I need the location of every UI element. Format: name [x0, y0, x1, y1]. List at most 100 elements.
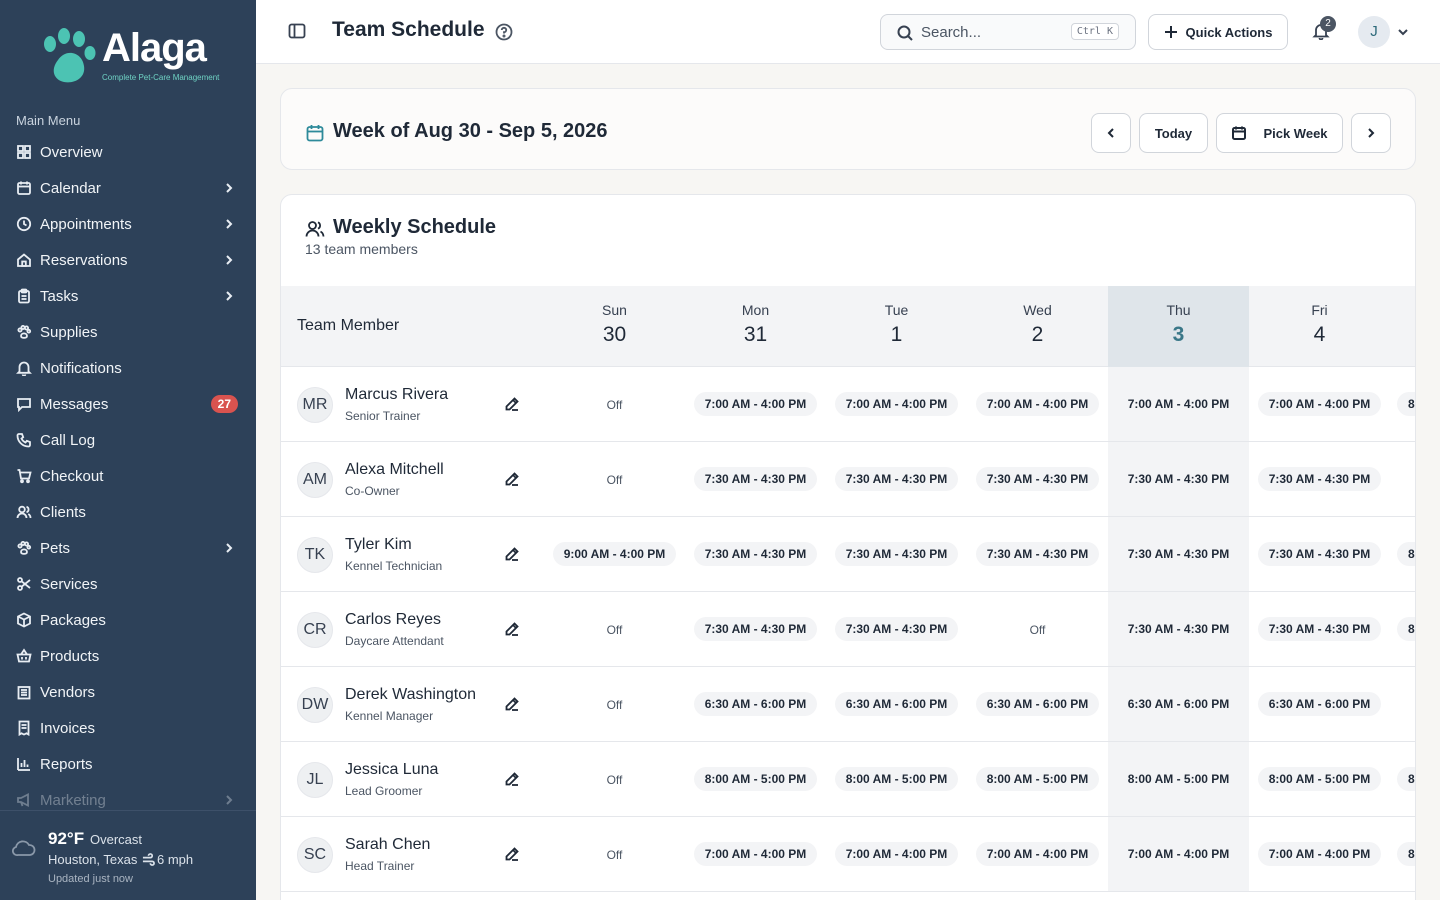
search-input[interactable]: Search... Ctrl K — [880, 14, 1136, 50]
shift-cell[interactable]: 7:00 AM - 4:00 PM — [1108, 392, 1249, 416]
shift-cell[interactable]: Off — [544, 692, 685, 718]
shift-time-pill: 8:00 AM - 5:00 PM — [834, 767, 959, 791]
sidebar-item-marketing[interactable]: Marketing — [0, 782, 256, 818]
member-avatar: MR — [297, 387, 333, 423]
shift-cell[interactable]: 6:30 AM - 6:00 PM — [685, 692, 826, 716]
sidebar-item-appointments[interactable]: Appointments — [0, 206, 256, 242]
sidebar-item-calendar[interactable]: Calendar — [0, 170, 256, 206]
sidebar-item-tasks[interactable]: Tasks — [0, 278, 256, 314]
shift-cell[interactable]: 8:00 AM - 5:00 PM — [967, 767, 1108, 791]
shift-cell[interactable]: 7:30 AM - 4:30 PM — [1249, 617, 1390, 641]
shift-cell[interactable]: 6:30 AM - 6:00 PM — [826, 692, 967, 716]
previous-week-button[interactable] — [1091, 113, 1131, 153]
shift-cell[interactable]: 7:00 AM - 4:00 PM — [1249, 842, 1390, 866]
package-icon — [16, 612, 32, 628]
shift-cell[interactable]: 7:00 AM - 4:00 PM — [967, 392, 1108, 416]
shift-cell[interactable]: 7:30 AM - 4:30 PM — [1108, 617, 1249, 641]
sidebar-item-checkout[interactable]: Checkout — [0, 458, 256, 494]
shift-cell[interactable]: 8:00 AM - 5:00 PM — [826, 767, 967, 791]
users-icon — [16, 504, 32, 520]
help-icon[interactable] — [495, 23, 513, 41]
shift-cell[interactable]: 7:30 AM - 4:30 PM — [826, 467, 967, 491]
sidebar-item-call-log[interactable]: Call Log — [0, 422, 256, 458]
sidebar-item-reservations[interactable]: Reservations — [0, 242, 256, 278]
calendar-icon — [16, 180, 32, 196]
shift-cell[interactable]: 7:00 AM - 4:00 PM — [685, 842, 826, 866]
shift-off-label: Off — [606, 398, 623, 412]
sidebar-item-packages[interactable]: Packages — [0, 602, 256, 638]
sidebar-item-services[interactable]: Services — [0, 566, 256, 602]
edit-pencil-icon[interactable] — [504, 471, 520, 487]
shift-cell-partial[interactable]: 8 — [1397, 617, 1415, 641]
sidebar-item-notifications[interactable]: Notifications — [0, 350, 256, 386]
edit-pencil-icon[interactable] — [504, 546, 520, 562]
shift-time-pill: 6:30 AM - 6:00 PM — [1257, 692, 1382, 716]
shift-cell[interactable]: 7:00 AM - 4:00 PM — [967, 842, 1108, 866]
sidebar-item-overview[interactable]: Overview — [0, 134, 256, 170]
shift-cell[interactable]: 6:30 AM - 6:00 PM — [967, 692, 1108, 716]
sidebar-item-reports[interactable]: Reports — [0, 746, 256, 782]
shift-cell[interactable]: 7:30 AM - 4:30 PM — [1108, 467, 1249, 491]
shift-cell[interactable]: 7:30 AM - 4:30 PM — [685, 542, 826, 566]
shift-cell-partial[interactable]: 8 — [1397, 767, 1415, 791]
shift-cell-partial[interactable]: 8 — [1397, 542, 1415, 566]
shift-cell[interactable]: 7:30 AM - 4:30 PM — [685, 467, 826, 491]
shift-cell-partial[interactable]: 8 — [1397, 842, 1415, 866]
cart-icon — [16, 468, 32, 484]
day-header-thu: Thu 3 — [1108, 286, 1249, 367]
shift-cell[interactable]: 7:30 AM - 4:30 PM — [685, 617, 826, 641]
sidebar-item-vendors[interactable]: Vendors — [0, 674, 256, 710]
brand-logo[interactable]: Alaga Complete Pet-Care Management — [36, 24, 226, 88]
shift-cell[interactable]: 7:00 AM - 4:00 PM — [1108, 842, 1249, 866]
shift-cell[interactable]: Off — [544, 467, 685, 493]
shift-cell[interactable]: 8:00 AM - 5:00 PM — [1108, 767, 1249, 791]
sidebar-item-clients[interactable]: Clients — [0, 494, 256, 530]
shift-cell[interactable]: 7:30 AM - 4:30 PM — [1108, 542, 1249, 566]
shift-cell[interactable]: 7:30 AM - 4:30 PM — [826, 617, 967, 641]
today-button[interactable]: Today — [1139, 113, 1208, 153]
edit-pencil-icon[interactable] — [504, 621, 520, 637]
shift-cell[interactable]: Off — [967, 617, 1108, 643]
shift-cell[interactable]: Off — [544, 767, 685, 793]
shift-cell[interactable]: 7:30 AM - 4:30 PM — [967, 467, 1108, 491]
shift-cell[interactable]: 8:00 AM - 5:00 PM — [1249, 767, 1390, 791]
sidebar-item-products[interactable]: Products — [0, 638, 256, 674]
chevron-down-icon[interactable] — [1396, 25, 1410, 39]
edit-pencil-icon[interactable] — [504, 396, 520, 412]
shift-cell[interactable]: 7:00 AM - 4:00 PM — [685, 392, 826, 416]
user-avatar[interactable]: J — [1358, 16, 1390, 48]
next-week-button[interactable] — [1351, 113, 1391, 153]
shift-cell[interactable]: 7:00 AM - 4:00 PM — [1249, 392, 1390, 416]
sidebar-toggle-icon[interactable] — [288, 22, 308, 42]
edit-pencil-icon[interactable] — [504, 846, 520, 862]
sidebar-item-invoices[interactable]: Invoices — [0, 710, 256, 746]
shift-cell-partial[interactable]: 8 — [1397, 392, 1415, 416]
sidebar-item-supplies[interactable]: Supplies — [0, 314, 256, 350]
shift-cell[interactable]: Off — [544, 617, 685, 643]
shift-cell[interactable]: Off — [544, 392, 685, 418]
quick-actions-label: Quick Actions — [1185, 24, 1273, 40]
shift-time-pill: 8 — [1397, 842, 1415, 866]
sidebar-item-pets[interactable]: Pets — [0, 530, 256, 566]
edit-pencil-icon[interactable] — [504, 696, 520, 712]
top-bar: Team Schedule Search... Ctrl K Quick Act… — [256, 0, 1440, 64]
shift-cell[interactable]: 7:00 AM - 4:00 PM — [826, 842, 967, 866]
sidebar-item-messages[interactable]: Messages 27 — [0, 386, 256, 422]
shift-time-pill: 6:30 AM - 6:00 PM — [975, 692, 1100, 716]
shift-cell[interactable]: Off — [544, 842, 685, 868]
shift-cell[interactable]: 6:30 AM - 6:00 PM — [1108, 692, 1249, 716]
shift-cell[interactable]: 7:00 AM - 4:00 PM — [826, 392, 967, 416]
edit-pencil-icon[interactable] — [504, 771, 520, 787]
pick-week-button[interactable]: Pick Week — [1216, 113, 1343, 153]
shift-cell[interactable]: 6:30 AM - 6:00 PM — [1249, 692, 1390, 716]
member-name: Jessica Luna — [345, 761, 439, 778]
shift-cell[interactable]: 7:30 AM - 4:30 PM — [967, 542, 1108, 566]
shift-cell[interactable]: 7:30 AM - 4:30 PM — [1249, 467, 1390, 491]
shift-cell[interactable]: 9:00 AM - 4:00 PM — [544, 542, 685, 566]
quick-actions-button[interactable]: Quick Actions — [1148, 14, 1288, 50]
building-icon — [16, 684, 32, 700]
shift-cell[interactable]: 7:30 AM - 4:30 PM — [1249, 542, 1390, 566]
weekly-schedule-title: Weekly Schedule — [333, 216, 497, 238]
shift-cell[interactable]: 8:00 AM - 5:00 PM — [685, 767, 826, 791]
shift-cell[interactable]: 7:30 AM - 4:30 PM — [826, 542, 967, 566]
